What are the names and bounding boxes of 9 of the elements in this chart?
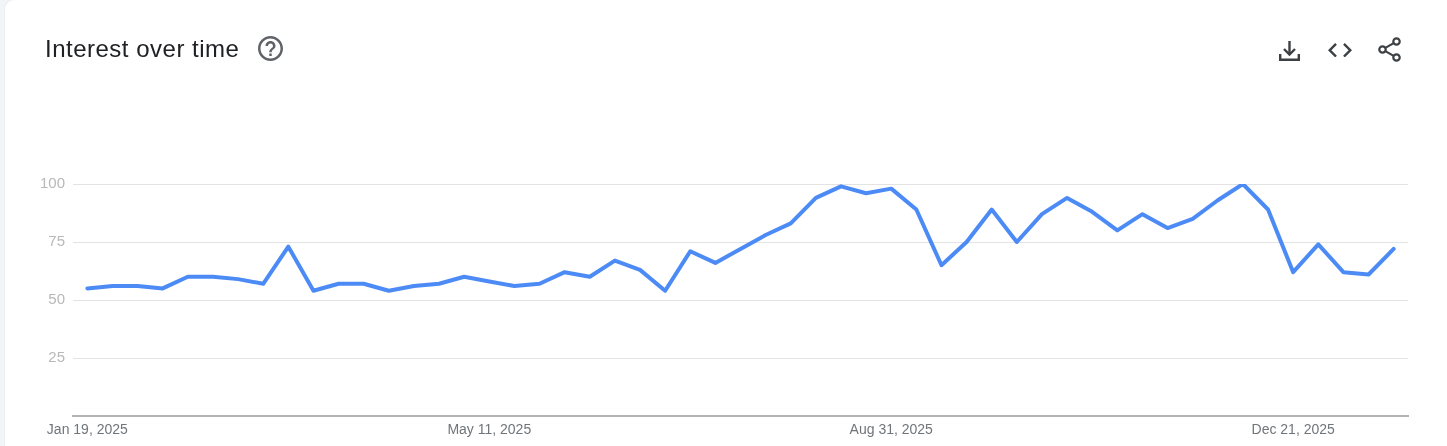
x-tick-label: Dec 21, 2025 xyxy=(1251,421,1336,438)
y-tick-label: 75 xyxy=(48,232,65,250)
y-tick-label: 100 xyxy=(39,174,65,192)
x-tick-label: May 11, 2025 xyxy=(447,421,532,438)
y-tick-label: 50 xyxy=(48,290,65,308)
x-tick-label: Aug 31, 2025 xyxy=(849,421,934,438)
x-tick-label: Jan 19, 2025 xyxy=(46,421,129,438)
y-tick-label: 25 xyxy=(48,348,65,366)
chart-title: Interest over time xyxy=(45,35,240,62)
